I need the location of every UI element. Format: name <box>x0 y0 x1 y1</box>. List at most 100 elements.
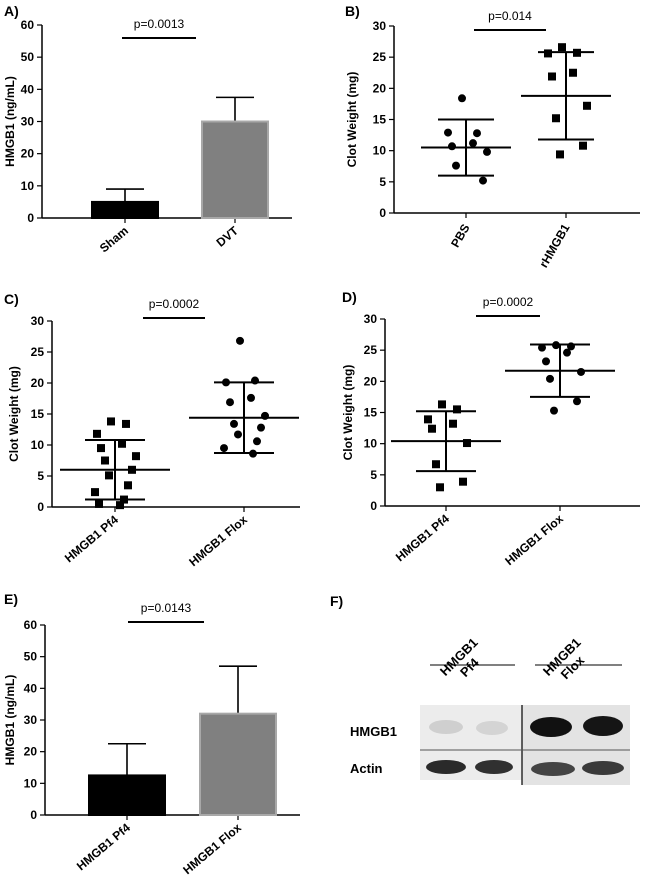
data-point <box>544 49 552 58</box>
y-tick-label: 60 <box>24 618 38 632</box>
p-value-label: p=0.014 <box>488 9 532 23</box>
data-point <box>118 439 126 448</box>
data-point <box>247 393 255 402</box>
data-point <box>546 374 554 383</box>
x-tick-label: HMGB1 Pf4 <box>74 820 133 873</box>
y-axis-title: HMGB1 (ng/mL) <box>3 76 17 167</box>
data-point <box>436 483 444 492</box>
y-tick-label: 30 <box>24 713 38 727</box>
bar-2 <box>201 120 269 219</box>
y-tick-label: 30 <box>21 115 35 129</box>
y-tick-label: 10 <box>364 437 378 451</box>
bar-1 <box>91 200 159 220</box>
panel-b: B) Clot Weight (mg) 0 5 10 15 20 25 30 PBS rHMGB1 p… <box>345 3 640 270</box>
data-point <box>95 499 103 508</box>
panel-d: D) Clot Weight (mg) 0 5 10 15 20 25 30 HMGB1 Pf4 H… <box>341 289 640 568</box>
band-hmgb1-flox-2 <box>583 716 623 736</box>
y-tick-label: 10 <box>373 144 387 158</box>
data-point <box>542 357 550 366</box>
y-tick-label: 50 <box>21 50 35 64</box>
data-point <box>552 114 560 123</box>
data-point <box>552 341 560 350</box>
data-point <box>253 437 261 446</box>
panel-c: C) Clot Weight (mg) 0 5 10 15 20 25 30 HMGB1 Pf4 H… <box>4 291 300 569</box>
data-point <box>463 439 471 448</box>
data-point <box>122 419 130 428</box>
data-point <box>128 465 136 474</box>
band-actin-flox-2 <box>582 761 624 775</box>
data-point <box>449 419 457 428</box>
data-point <box>567 342 575 351</box>
band-actin-pf4-1 <box>426 760 466 774</box>
data-point <box>469 139 477 148</box>
data-point <box>453 405 461 414</box>
data-point <box>448 142 456 151</box>
data-point <box>105 471 113 480</box>
data-point <box>458 94 466 103</box>
y-tick-label: 15 <box>364 406 378 420</box>
data-point <box>251 376 259 385</box>
panel-label: E) <box>4 591 18 607</box>
data-point <box>120 495 128 504</box>
data-point <box>93 429 101 438</box>
panel-label: A) <box>4 3 19 19</box>
panel-label: D) <box>342 289 357 305</box>
y-tick-label: 20 <box>373 81 387 95</box>
y-tick-label: 20 <box>31 376 45 390</box>
data-point <box>249 449 257 458</box>
blot-group-label: HMGB1Pf4 <box>437 635 491 689</box>
y-tick-label: 25 <box>373 50 387 64</box>
data-point <box>91 488 99 497</box>
data-point <box>132 452 140 461</box>
data-point <box>573 397 581 406</box>
data-point <box>538 343 546 352</box>
x-tick-label: HMGB1 Pf4 <box>393 511 452 564</box>
y-tick-label: 5 <box>37 469 44 483</box>
blot-group-label: HMGB1Flox <box>540 635 594 689</box>
x-tick-label: Sham <box>97 224 131 256</box>
panel-label: B) <box>345 3 360 19</box>
y-tick-label: 0 <box>379 206 386 220</box>
data-point <box>479 176 487 185</box>
data-point <box>548 72 556 81</box>
y-axis-title: HMGB1 (ng/mL) <box>3 675 17 766</box>
data-point <box>107 417 115 426</box>
bar-1 <box>88 774 166 817</box>
y-tick-label: 0 <box>37 500 44 514</box>
band-hmgb1-pf4-1 <box>429 720 463 734</box>
bar-2 <box>199 712 277 817</box>
y-axis-title: Clot Weight (mg) <box>7 366 21 462</box>
y-tick-label: 10 <box>24 776 38 790</box>
panel-label: F) <box>330 593 343 609</box>
data-point <box>483 147 491 156</box>
x-tick-label: HMGB1 Flox <box>186 512 250 569</box>
panel-label: C) <box>4 291 19 307</box>
x-tick-label: DVT <box>214 223 242 250</box>
y-tick-label: 0 <box>27 211 34 225</box>
data-point <box>579 141 587 150</box>
y-tick-label: 10 <box>21 179 35 193</box>
band-actin-pf4-2 <box>475 760 513 774</box>
data-point <box>97 444 105 453</box>
y-tick-label: 30 <box>364 312 378 326</box>
y-axis-title: Clot Weight (mg) <box>341 365 355 461</box>
y-tick-label: 10 <box>31 438 45 452</box>
data-point <box>234 430 242 439</box>
data-point <box>116 501 124 510</box>
y-tick-label: 15 <box>31 407 45 421</box>
y-tick-label: 25 <box>364 343 378 357</box>
y-tick-label: 30 <box>373 19 387 33</box>
data-point <box>558 43 566 52</box>
data-point <box>573 48 581 57</box>
y-tick-label: 40 <box>21 82 35 96</box>
band-actin-flox-1 <box>531 762 575 776</box>
x-tick-label: HMGB1 Pf4 <box>62 512 121 565</box>
band-hmgb1-pf4-2 <box>476 721 508 735</box>
y-tick-label: 0 <box>30 808 37 822</box>
y-tick-label: 30 <box>31 314 45 328</box>
data-point <box>226 398 234 407</box>
data-point <box>220 444 228 453</box>
p-value-label: p=0.0002 <box>483 295 534 309</box>
data-point <box>444 128 452 137</box>
